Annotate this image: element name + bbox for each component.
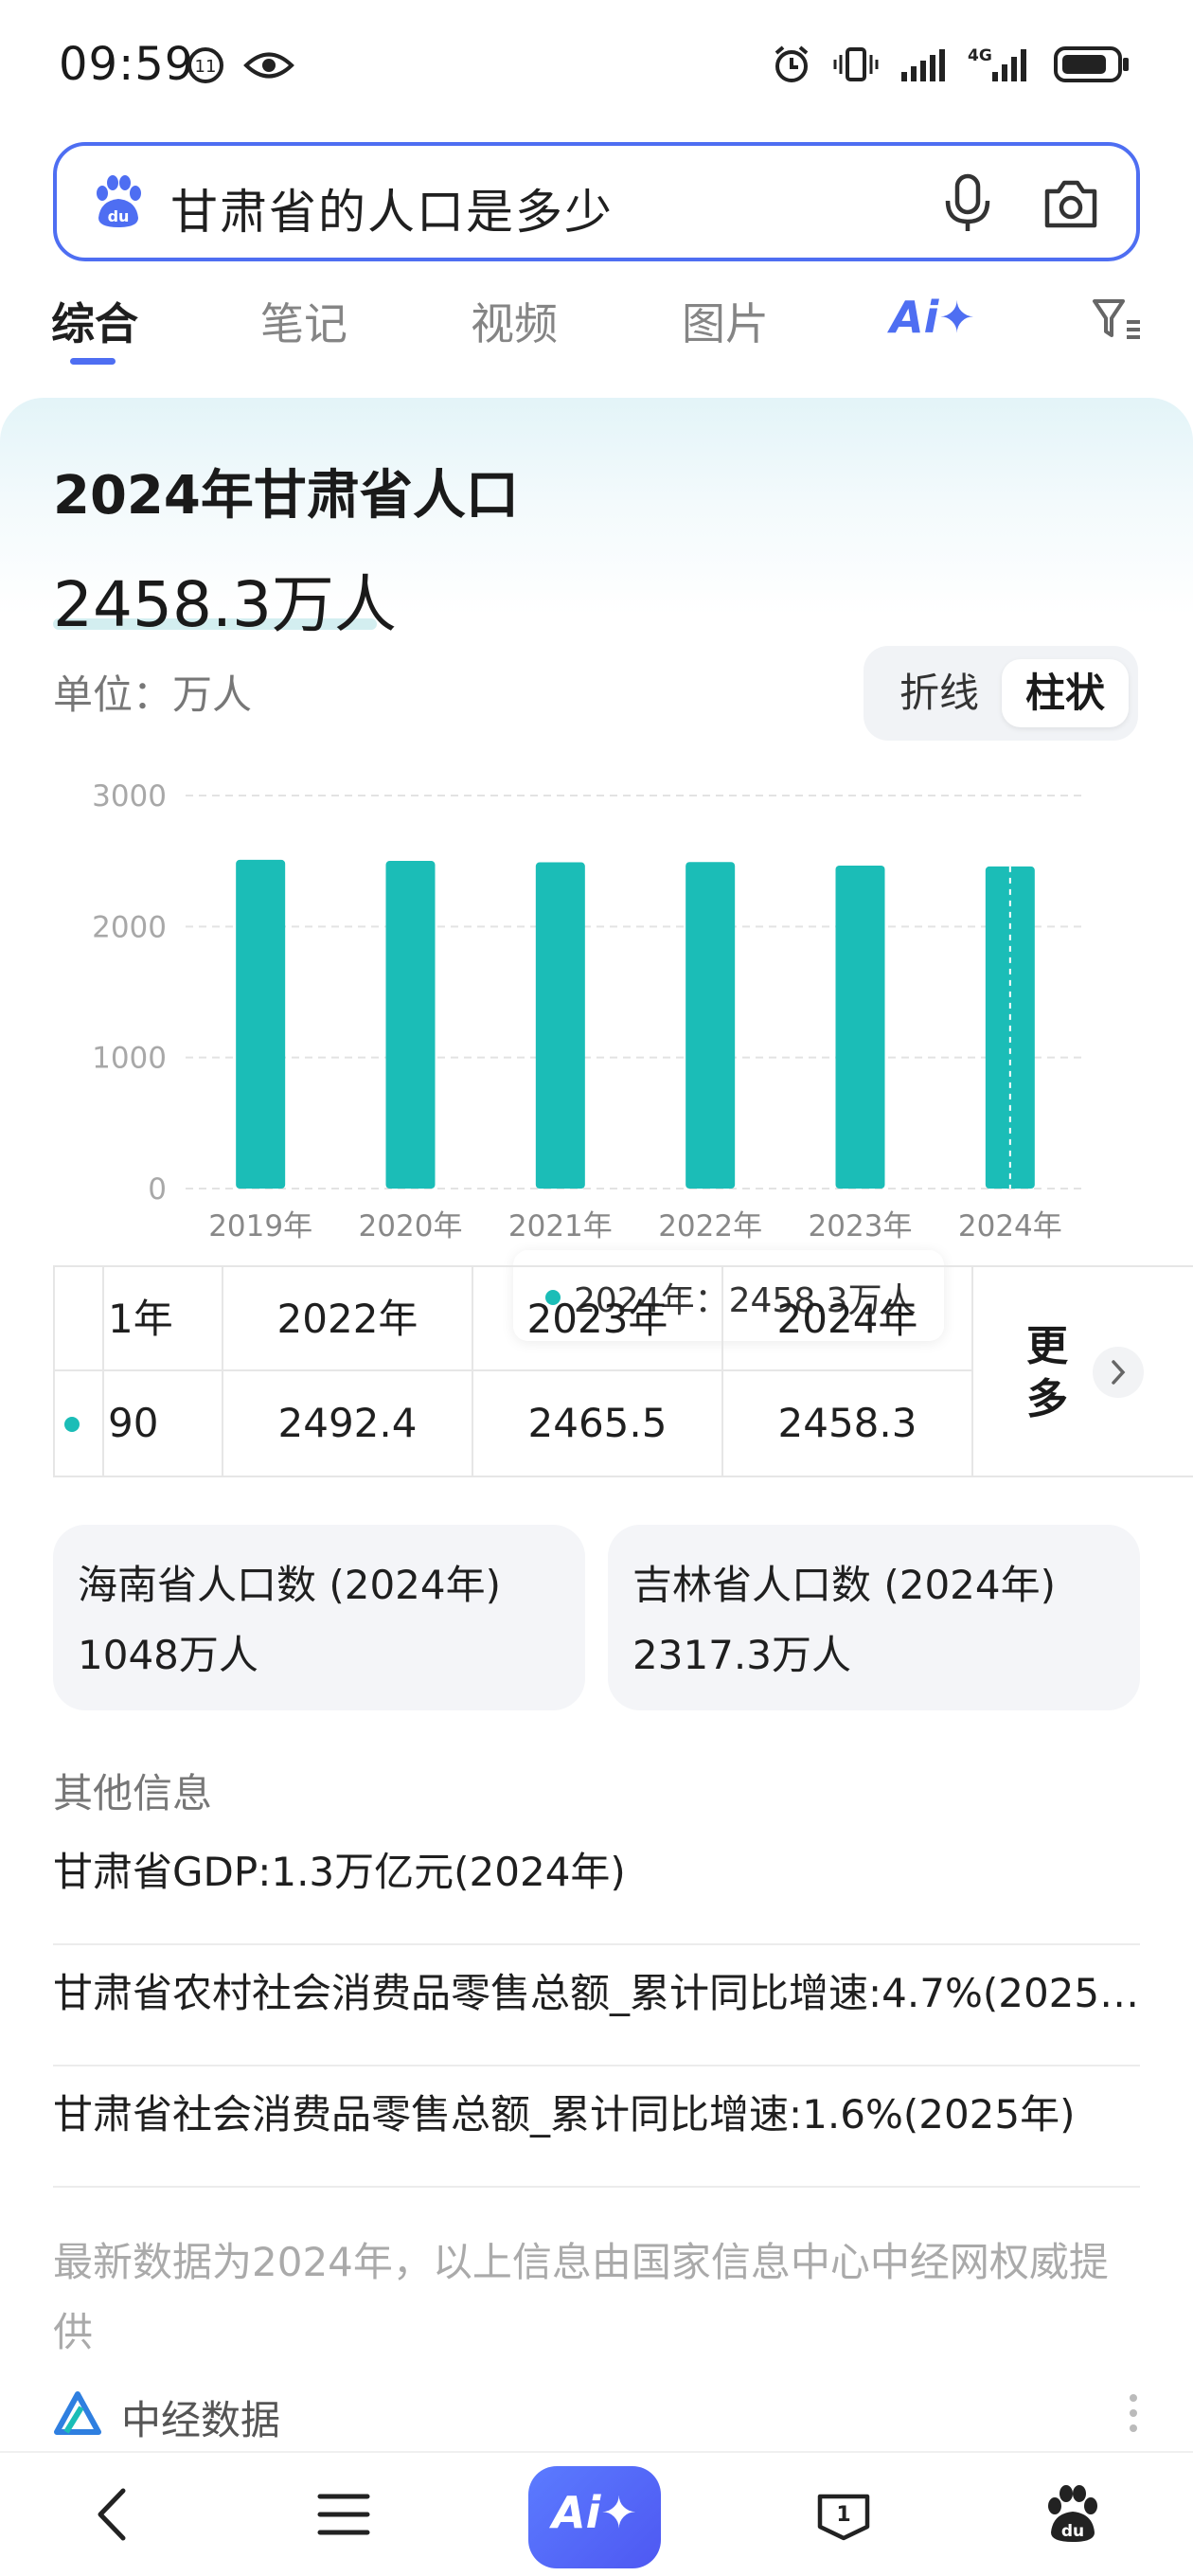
table-header-cell: 2022年 bbox=[222, 1267, 472, 1371]
search-tabs: 综合 笔记 视频 图片 Ai✦ bbox=[0, 284, 1193, 369]
chart-bar[interactable] bbox=[385, 861, 436, 1189]
signal-4g-icon: 4G bbox=[966, 44, 1032, 89]
table-header-cell: 2023年 bbox=[472, 1267, 721, 1371]
related-value: 2317.3万人 bbox=[632, 1632, 851, 1678]
baidu-home-icon[interactable]: du bbox=[1042, 2483, 1104, 2549]
signal-icon bbox=[899, 45, 945, 87]
tabs-count: 1 bbox=[836, 2503, 850, 2527]
chart-bar[interactable] bbox=[835, 865, 885, 1189]
chart-xtick-label: 2024年 bbox=[958, 1209, 1062, 1243]
tab-ai[interactable]: Ai✦ bbox=[890, 292, 975, 343]
card-title: 2024年甘肃省人口 bbox=[53, 465, 519, 527]
table-cell: 2458.3 bbox=[721, 1371, 971, 1476]
chart-bar[interactable] bbox=[236, 859, 286, 1189]
svg-text:du: du bbox=[1061, 2522, 1084, 2541]
chart-ytick-label: 2000 bbox=[92, 910, 167, 944]
chart-xtick-label: 2019年 bbox=[208, 1209, 312, 1243]
tabs-icon[interactable]: 1 bbox=[812, 2483, 875, 2549]
eye-icon bbox=[242, 45, 295, 89]
table-header-cell: 2024年 bbox=[721, 1267, 971, 1371]
chart-ytick-label: 0 bbox=[148, 1172, 167, 1207]
filter-icon[interactable] bbox=[1091, 295, 1142, 347]
chart-ytick-label: 3000 bbox=[92, 779, 167, 814]
ai-assistant-label: Ai✦ bbox=[552, 2487, 637, 2538]
vibrate-icon bbox=[833, 44, 879, 89]
source-logo-icon bbox=[53, 2390, 102, 2443]
back-icon[interactable] bbox=[87, 2483, 140, 2549]
table-cell: 90 bbox=[102, 1371, 222, 1476]
toggle-line-chart[interactable]: 折线 bbox=[899, 670, 979, 716]
related-title: 海南省人口数 (2024年) bbox=[78, 1562, 502, 1608]
tab-all[interactable]: 综合 bbox=[51, 298, 138, 349]
more-button[interactable]: 更多 bbox=[971, 1267, 1193, 1476]
microphone-icon[interactable] bbox=[939, 172, 996, 239]
chevron-right-icon bbox=[1093, 1347, 1144, 1398]
chart-svg: 3000 2000 1000 0 2019年 2020年 2021年 2022年 2023年 20… bbox=[92, 779, 1085, 1243]
chart-ytick-label: 1000 bbox=[92, 1042, 167, 1076]
camera-icon[interactable] bbox=[1040, 172, 1102, 239]
ai-assistant-button[interactable]: Ai✦ bbox=[528, 2466, 661, 2568]
tooltip-text: 2024年：2458.3万人 bbox=[574, 1281, 917, 1320]
related-card-hainan[interactable]: 海南省人口数 (2024年) 1048万人 bbox=[53, 1525, 585, 1710]
chart-type-toggle: 折线 柱状 bbox=[864, 646, 1138, 741]
tab-videos[interactable]: 视频 bbox=[471, 298, 558, 349]
source-name: 中经数据 bbox=[121, 2397, 281, 2443]
tab-active-indicator bbox=[70, 358, 116, 365]
menu-icon[interactable] bbox=[314, 2483, 373, 2549]
value-highlight bbox=[53, 618, 377, 630]
svg-text:4G: 4G bbox=[968, 46, 992, 65]
info-item-retail[interactable]: 甘肃省社会消费品零售总额_累计同比增速:1.6%(2025年) bbox=[53, 2066, 1140, 2188]
search-input[interactable]: 甘肃省的人口是多少 bbox=[170, 185, 614, 240]
data-footnote: 最新数据为2024年，以上信息由国家信息中心中经网权威提供 bbox=[53, 2239, 1109, 2355]
toggle-bar-chart[interactable]: 柱状 bbox=[1002, 659, 1129, 727]
more-options-icon[interactable] bbox=[1127, 2392, 1140, 2438]
chart-bar[interactable] bbox=[535, 862, 585, 1189]
alarm-icon bbox=[771, 44, 812, 89]
table-row: 90 2492.4 2465.5 2458.3 bbox=[55, 1371, 1193, 1476]
data-table[interactable]: 1年 2022年 2023年 2024年 90 2492.4 2465.5 24… bbox=[53, 1265, 1193, 1477]
related-card-jilin[interactable]: 吉林省人口数 (2024年) 2317.3万人 bbox=[608, 1525, 1140, 1710]
battery-icon bbox=[1053, 45, 1131, 88]
other-info-title: 其他信息 bbox=[53, 1770, 213, 1816]
status-left-icons: 11 bbox=[186, 45, 295, 89]
card-value: 2458.3万人 bbox=[53, 568, 397, 641]
status-bar: 09:59 11 4G bbox=[0, 0, 1193, 133]
chart-bar[interactable] bbox=[686, 862, 736, 1189]
status-time: 09:59 bbox=[59, 38, 195, 91]
tab-notes[interactable]: 笔记 bbox=[260, 298, 347, 349]
chart-xtick-label: 2020年 bbox=[359, 1209, 463, 1243]
more-label: 更多 bbox=[1026, 1322, 1068, 1423]
table-cell: 2492.4 bbox=[222, 1371, 472, 1476]
tab-images[interactable]: 图片 bbox=[682, 298, 769, 349]
notification-icon: 11 bbox=[186, 45, 225, 89]
chart-xtick-label: 2022年 bbox=[658, 1209, 762, 1243]
chart-xtick-label: 2021年 bbox=[508, 1209, 613, 1243]
unit-label: 单位：万人 bbox=[53, 671, 253, 718]
status-right-icons: 4G bbox=[771, 44, 1131, 89]
table-header-row: 1年 2022年 2023年 2024年 bbox=[55, 1267, 1193, 1371]
related-value: 1048万人 bbox=[78, 1632, 258, 1678]
info-item-gdp[interactable]: 甘肃省GDP:1.3万亿元(2024年) bbox=[53, 1824, 1140, 1945]
related-title: 吉林省人口数 (2024年) bbox=[632, 1562, 1057, 1608]
population-bar-chart: 3000 2000 1000 0 2019年 2020年 2021年 2022年 2023年 20… bbox=[0, 748, 1193, 1638]
info-item-rural-retail[interactable]: 甘肃省农村社会消费品零售总额_累计同比增速:4.7%(2025年) bbox=[53, 1945, 1140, 2066]
search-box[interactable]: du 甘肃省的人口是多少 bbox=[53, 142, 1140, 261]
table-cell: 2465.5 bbox=[472, 1371, 721, 1476]
chart-xtick-label: 2023年 bbox=[809, 1209, 913, 1243]
bottom-navigation: Ai✦ 1 du bbox=[0, 2451, 1193, 2576]
series-dot bbox=[64, 1417, 80, 1432]
baidu-paw-icon: du bbox=[91, 174, 146, 229]
table-header-cell: 1年 bbox=[102, 1267, 222, 1371]
svg-text:11: 11 bbox=[195, 57, 217, 77]
svg-text:du: du bbox=[108, 207, 130, 225]
tooltip-dot bbox=[545, 1290, 561, 1305]
